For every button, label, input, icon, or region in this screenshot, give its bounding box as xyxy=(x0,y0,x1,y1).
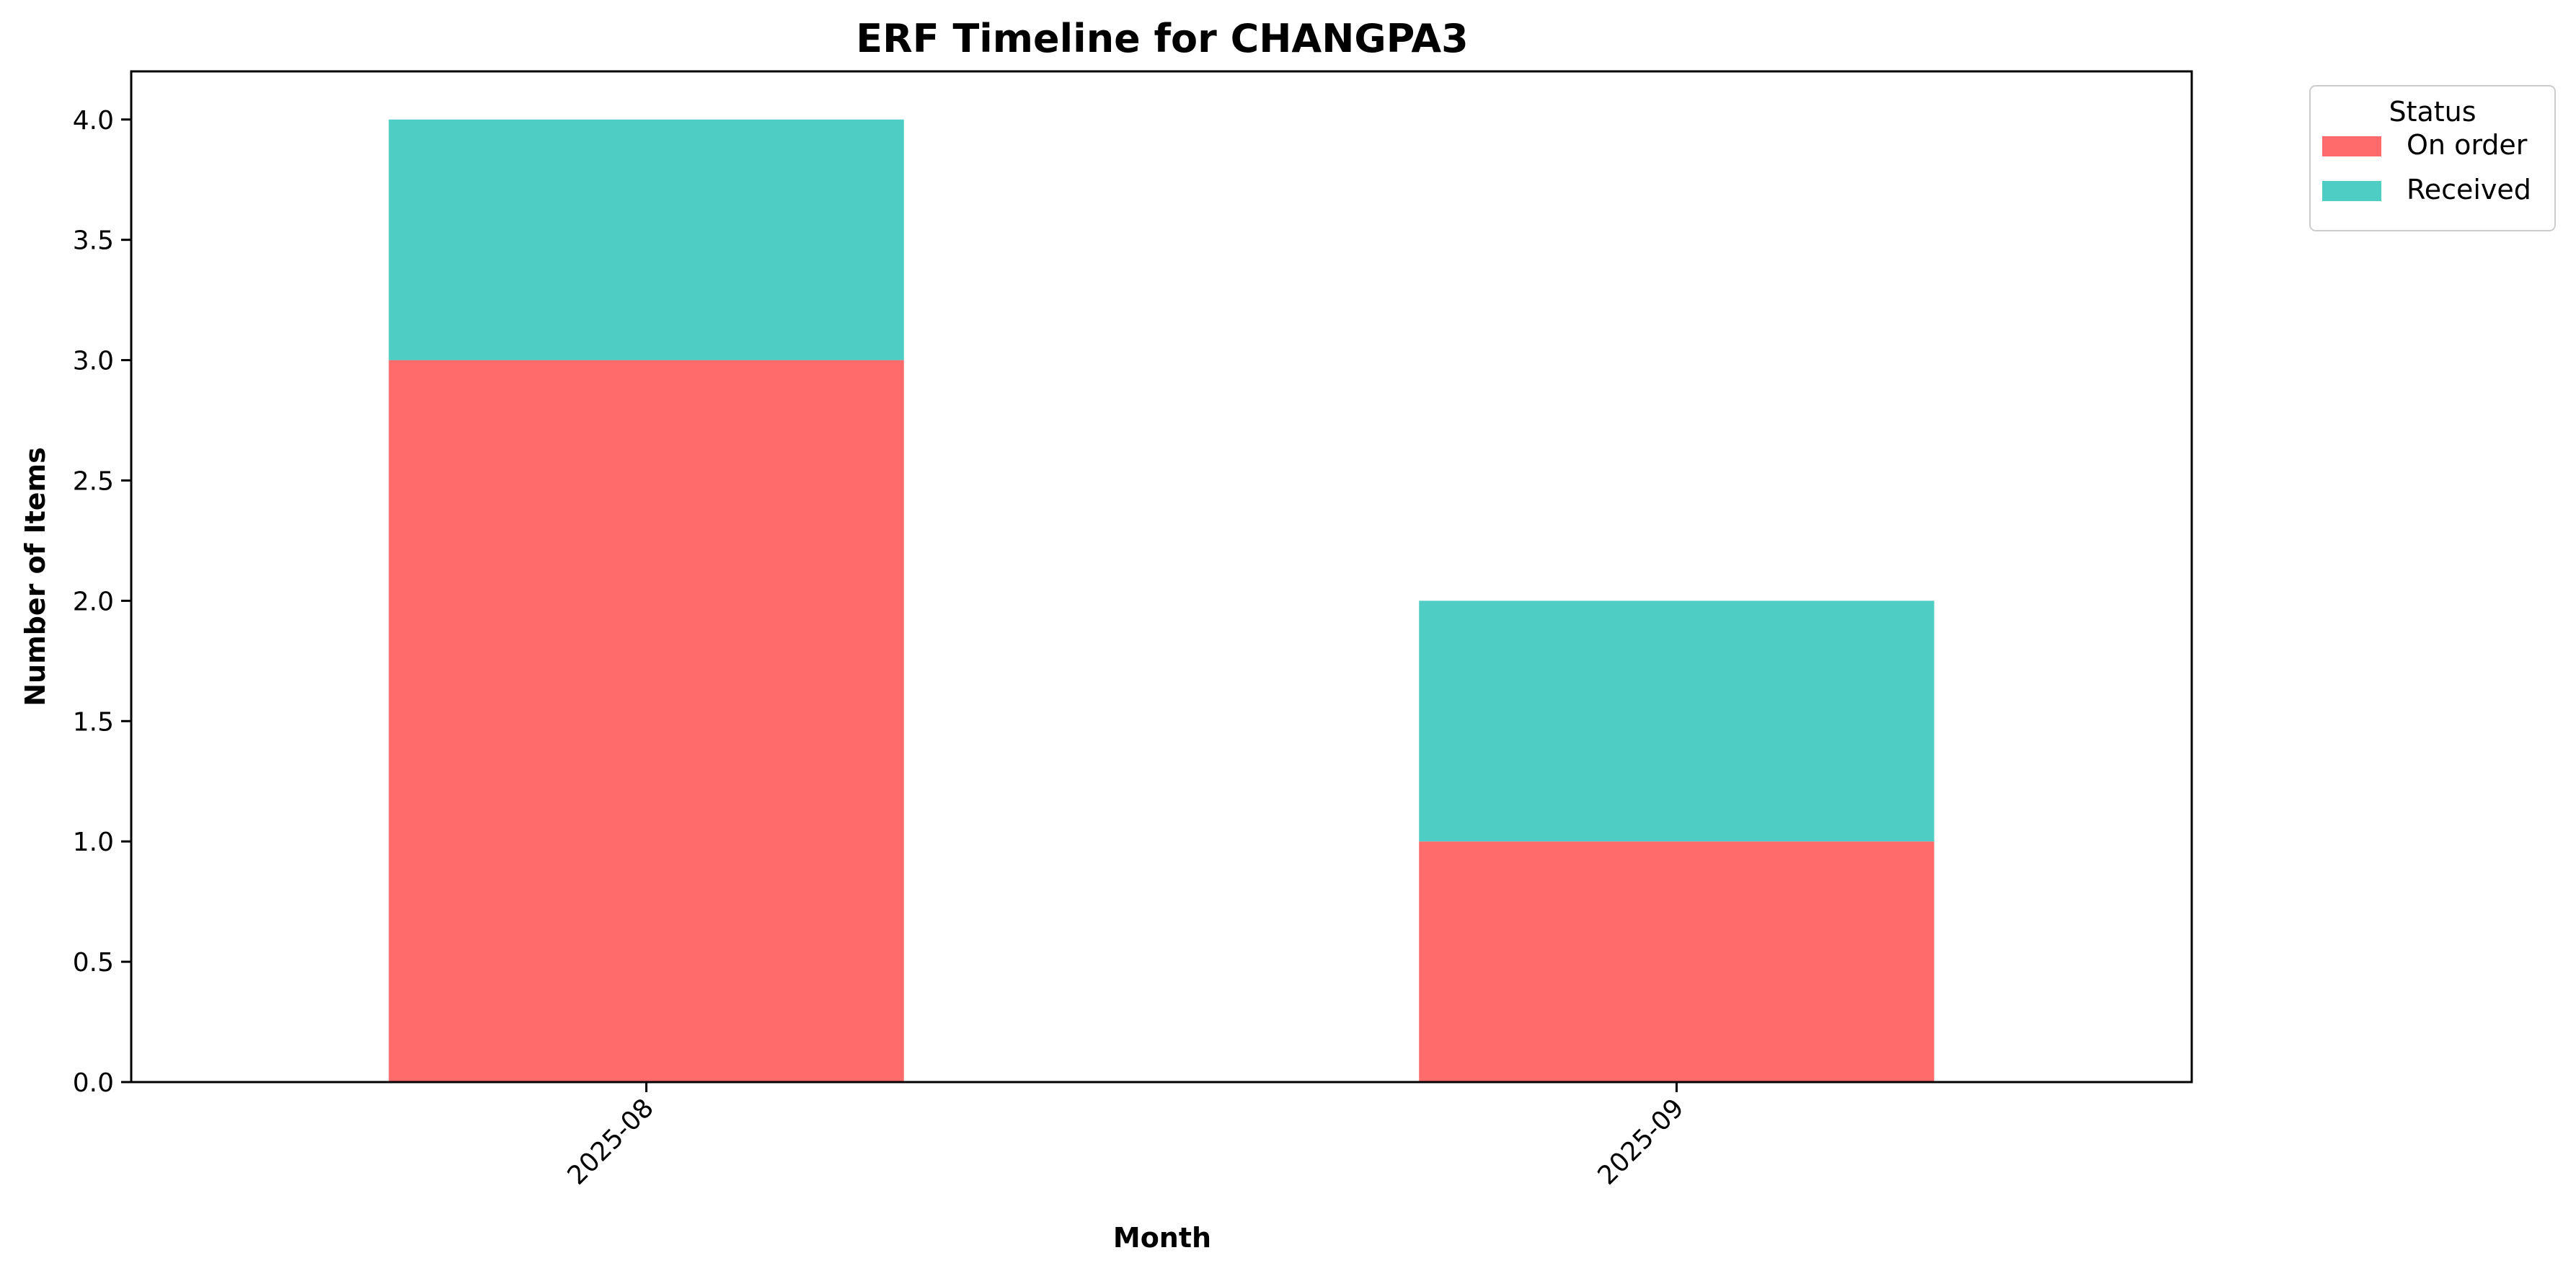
legend-label-received: Received xyxy=(2407,174,2531,205)
y-tick-label: 3.0 xyxy=(73,347,114,376)
legend-swatch-on-order xyxy=(2322,136,2381,156)
y-tick-label: 2.5 xyxy=(73,466,114,496)
y-tick-label: 3.5 xyxy=(73,226,114,256)
x-tick-label: 2025-08 xyxy=(562,1093,660,1190)
bar-on-order-2025-09 xyxy=(1419,841,1934,1082)
legend-title: Status xyxy=(2389,96,2476,128)
y-tick-label: 0.5 xyxy=(73,948,114,978)
x-axis: 2025-08 2025-09 xyxy=(562,1082,1690,1191)
y-tick-label: 1.0 xyxy=(73,828,114,857)
y-tick-label: 0.0 xyxy=(73,1068,114,1098)
x-tick-label: 2025-09 xyxy=(1593,1093,1690,1190)
bar-received-2025-08 xyxy=(389,119,904,360)
y-tick-label: 4.0 xyxy=(73,106,114,136)
y-axis: 0.0 0.5 1.0 1.5 2.0 2.5 3.0 3.5 4.0 xyxy=(73,106,131,1098)
bars-layer xyxy=(389,119,1934,1083)
chart-title: ERF Timeline for CHANGPA3 xyxy=(856,16,1468,61)
legend: Status On order Received xyxy=(2309,85,2556,231)
y-tick-label: 1.5 xyxy=(73,707,114,737)
bar-on-order-2025-08 xyxy=(389,360,904,1083)
legend-items: On order Received xyxy=(2322,129,2531,205)
legend-swatch-received xyxy=(2322,181,2381,201)
x-axis-label: Month xyxy=(1113,1222,1211,1254)
y-axis-label: Number of Items xyxy=(19,447,51,706)
bar-received-2025-09 xyxy=(1419,601,1934,842)
legend-label-on-order: On order xyxy=(2407,129,2528,161)
plot-frame xyxy=(130,70,2193,1084)
y-tick-label: 2.0 xyxy=(73,587,114,616)
